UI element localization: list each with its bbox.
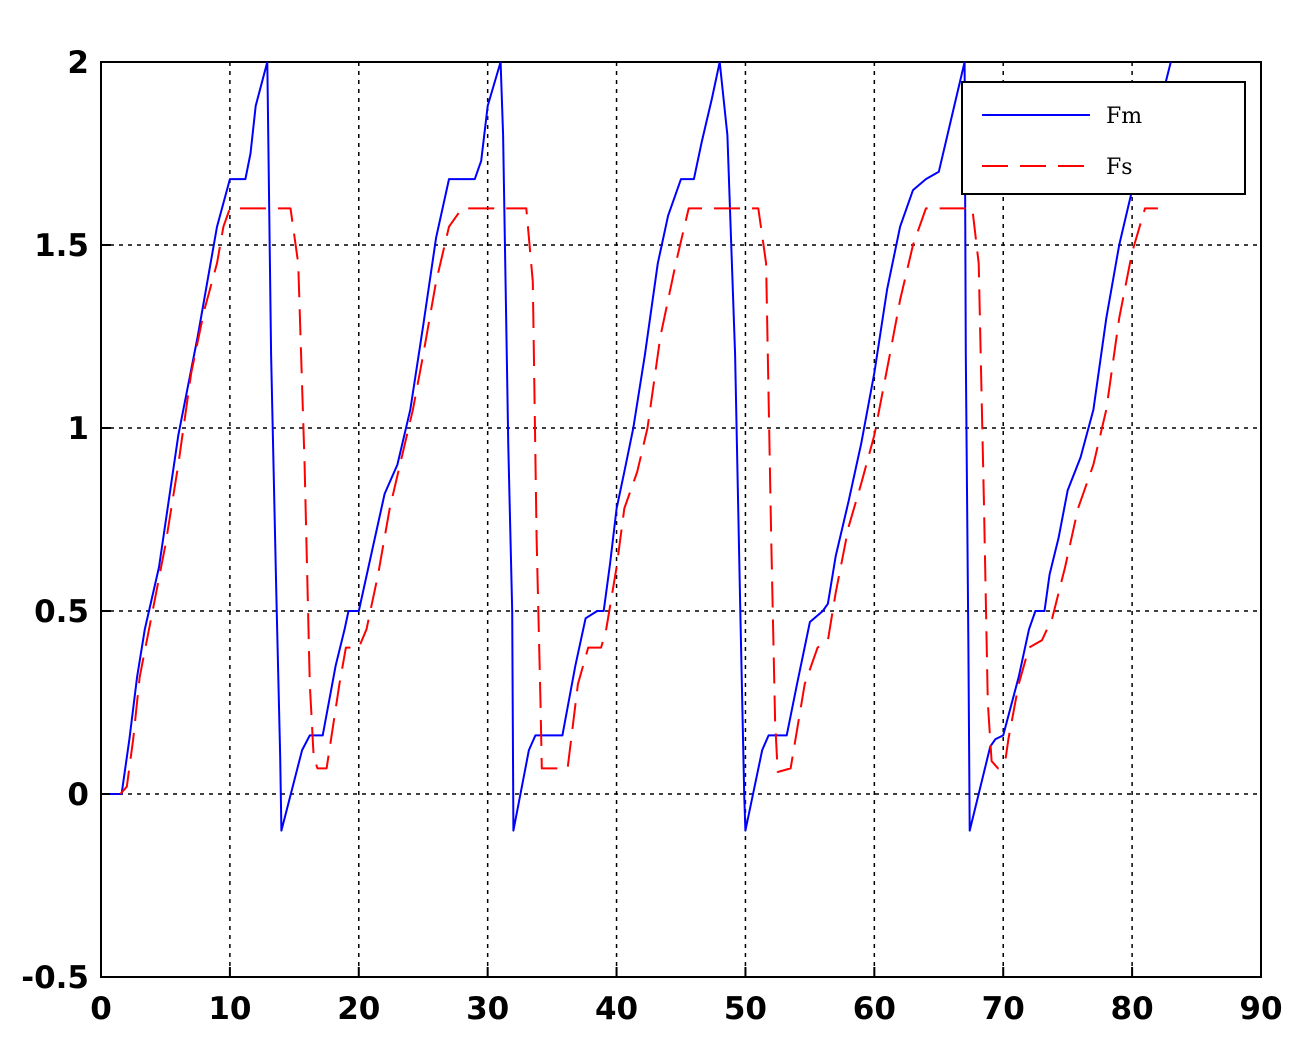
legend-label-fs: Fs (1106, 155, 1133, 180)
y-tick-label-0: -0.5 (21, 960, 89, 996)
y-tick-label-2: 0.5 (34, 594, 89, 630)
series-lines (110, 62, 1172, 832)
y-tick-label-3: 1 (67, 411, 89, 447)
plot-area-frame (100, 61, 1262, 978)
legend: Fm Fs (961, 81, 1246, 195)
x-tick-label-9: 90 (1239, 991, 1282, 1027)
y-tick-label-4: 1.5 (34, 228, 89, 264)
x-tick-label-3: 30 (466, 991, 509, 1027)
x-tick-label-5: 50 (724, 991, 767, 1027)
x-tick-label-8: 80 (1111, 991, 1154, 1027)
x-tick-label-0: 0 (90, 991, 112, 1027)
x-tick-label-2: 20 (337, 991, 380, 1027)
x-tick-label-7: 70 (982, 991, 1025, 1027)
legend-box (961, 81, 1246, 195)
x-tick-label-4: 40 (595, 991, 638, 1027)
axis-ticks: 0 10 20 30 40 50 60 70 80 90-0.500.511.52 (21, 45, 1282, 1027)
y-tick-label-1: 0 (67, 777, 89, 813)
x-tick-label-6: 60 (853, 991, 896, 1027)
y-tick-label-5: 2 (67, 45, 89, 81)
x-tick-label-1: 10 (208, 991, 251, 1027)
series-line-fs (119, 207, 1158, 795)
series-line-fm (110, 62, 1172, 832)
legend-label-fm: Fm (1106, 104, 1142, 129)
